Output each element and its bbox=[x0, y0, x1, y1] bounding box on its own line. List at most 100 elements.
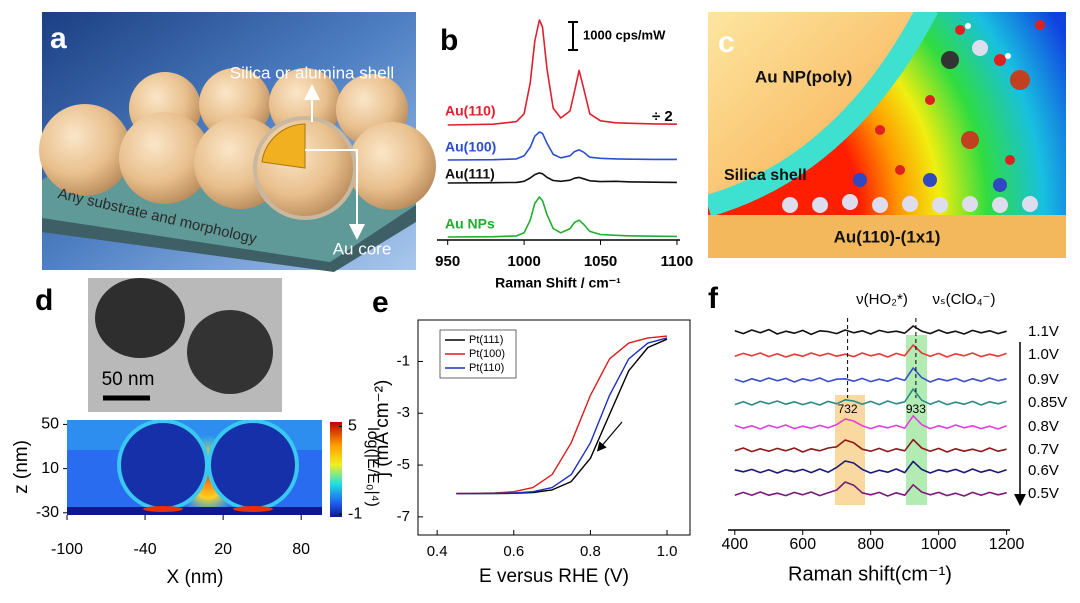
series-label: Au(110) bbox=[445, 103, 496, 119]
peak-label: 933 bbox=[906, 402, 926, 416]
nanoparticle bbox=[708, 12, 918, 196]
y-tick-label: -7 bbox=[397, 508, 410, 525]
x-tick-label: 0.6 bbox=[503, 543, 524, 560]
decoration bbox=[812, 197, 828, 213]
colorbar-label: log(|E/E₀|⁴) bbox=[364, 427, 381, 507]
line bbox=[734, 481, 1007, 497]
line bbox=[734, 415, 1007, 430]
x-tick-label: 800 bbox=[857, 536, 884, 553]
y-tick-label: -3 bbox=[397, 404, 410, 421]
line bbox=[734, 325, 1007, 336]
line bbox=[734, 388, 1007, 406]
decoration bbox=[962, 196, 978, 212]
label: Au NP(poly) bbox=[755, 67, 852, 86]
decoration bbox=[1010, 70, 1030, 90]
annotation: νₛ(ClO₄⁻) bbox=[933, 291, 996, 308]
arrow bbox=[596, 421, 623, 452]
legend-label: Pt(110) bbox=[469, 362, 504, 374]
decoration bbox=[925, 95, 935, 105]
label: Au(110)-(1x1) bbox=[834, 227, 941, 246]
decoration bbox=[1005, 155, 1015, 165]
label: Au core bbox=[333, 239, 392, 258]
sphere bbox=[119, 112, 211, 204]
x-tick-label: 1000 bbox=[921, 536, 957, 553]
x-tick-label: 0.8 bbox=[580, 543, 601, 560]
decoration bbox=[1022, 196, 1038, 212]
scale-bar-label: 50 nm bbox=[102, 369, 155, 390]
x-tick-label: 20 bbox=[214, 541, 232, 558]
line bbox=[456, 337, 668, 495]
y-tick-label: 10 bbox=[41, 460, 59, 477]
decoration bbox=[994, 54, 1006, 66]
decoration bbox=[842, 194, 858, 210]
decoration bbox=[932, 197, 948, 213]
peak-label: 732 bbox=[838, 402, 858, 416]
x-axis-label: E versus RHE (V) bbox=[479, 566, 629, 587]
decoration bbox=[941, 51, 959, 69]
x-tick-label: 80 bbox=[292, 541, 310, 558]
x-tick-label: 1000 bbox=[507, 253, 540, 270]
x-tick-label: 400 bbox=[721, 536, 748, 553]
substrate-field bbox=[67, 507, 322, 515]
colorbar-tick-label: -1 bbox=[348, 505, 362, 522]
x-tick-label: 1050 bbox=[584, 253, 617, 270]
core-cut bbox=[261, 123, 306, 169]
series-label: Au(111) bbox=[445, 166, 495, 182]
x-tick-label: -40 bbox=[133, 541, 156, 558]
series-label: Au NPs bbox=[445, 216, 495, 232]
x-tick-label: 1200 bbox=[989, 536, 1025, 553]
series-label: Au(100) bbox=[445, 139, 496, 155]
line bbox=[447, 19, 677, 126]
x-tick-label: -100 bbox=[51, 541, 83, 558]
particle-field bbox=[117, 420, 209, 511]
field-map bbox=[67, 420, 322, 515]
y-axis-label: z (nm) bbox=[11, 440, 32, 494]
panel-label: b bbox=[440, 24, 458, 57]
x-tick-label: 1.0 bbox=[657, 543, 678, 560]
particle bbox=[187, 310, 273, 394]
line bbox=[447, 131, 677, 161]
series-label: 0.85V bbox=[1028, 394, 1067, 411]
decoration bbox=[965, 23, 971, 29]
series-label: 0.6V bbox=[1028, 462, 1059, 479]
y-axis-label: j (mA cm⁻²) bbox=[372, 380, 393, 478]
decoration bbox=[1035, 20, 1045, 30]
series-label: 0.9V bbox=[1028, 371, 1059, 388]
panel-label: f bbox=[708, 282, 719, 315]
x-axis-label: Raman Shift / cm⁻¹ bbox=[495, 275, 621, 291]
colorbar-tick-label: 5 bbox=[348, 418, 357, 435]
panel-label: e bbox=[372, 286, 389, 319]
x-tick-label: 0.4 bbox=[427, 543, 448, 560]
scale-bar-label: 1000 cps/mW bbox=[583, 27, 666, 42]
label: Silica or alumina shell bbox=[230, 63, 394, 82]
hot-spot bbox=[233, 506, 273, 512]
x-tick-label: 1100 bbox=[661, 253, 694, 270]
particle-field bbox=[207, 420, 299, 511]
panel-label: d bbox=[35, 284, 53, 317]
panel-c: c Au NP(poly) Silica shell Au(110)-(1x1) bbox=[708, 12, 1066, 258]
x-tick-label: 950 bbox=[435, 253, 460, 270]
series-label: 0.5V bbox=[1028, 485, 1059, 502]
substrate-edge bbox=[42, 205, 416, 272]
line bbox=[447, 172, 677, 184]
annotation: ν(HO₂*) bbox=[856, 291, 908, 308]
y-tick-label: 50 bbox=[41, 416, 59, 433]
line bbox=[734, 367, 1007, 383]
x-axis-label: Raman shift(cm⁻¹) bbox=[788, 563, 952, 585]
series-label: 0.8V bbox=[1028, 418, 1059, 435]
decoration bbox=[875, 125, 885, 135]
x-axis-label: X (nm) bbox=[167, 567, 224, 588]
x-tick-label: 600 bbox=[789, 536, 816, 553]
arrow bbox=[305, 149, 365, 240]
decoration bbox=[955, 25, 965, 35]
panel-label: a bbox=[50, 22, 67, 55]
decoration bbox=[972, 40, 988, 56]
series-label: 1.1V bbox=[1028, 323, 1059, 340]
decoration bbox=[992, 197, 1008, 213]
label: Silica shell bbox=[724, 167, 807, 184]
line bbox=[447, 196, 677, 238]
hot-spot bbox=[143, 506, 183, 512]
line bbox=[734, 460, 1007, 474]
colorbar bbox=[330, 422, 342, 517]
